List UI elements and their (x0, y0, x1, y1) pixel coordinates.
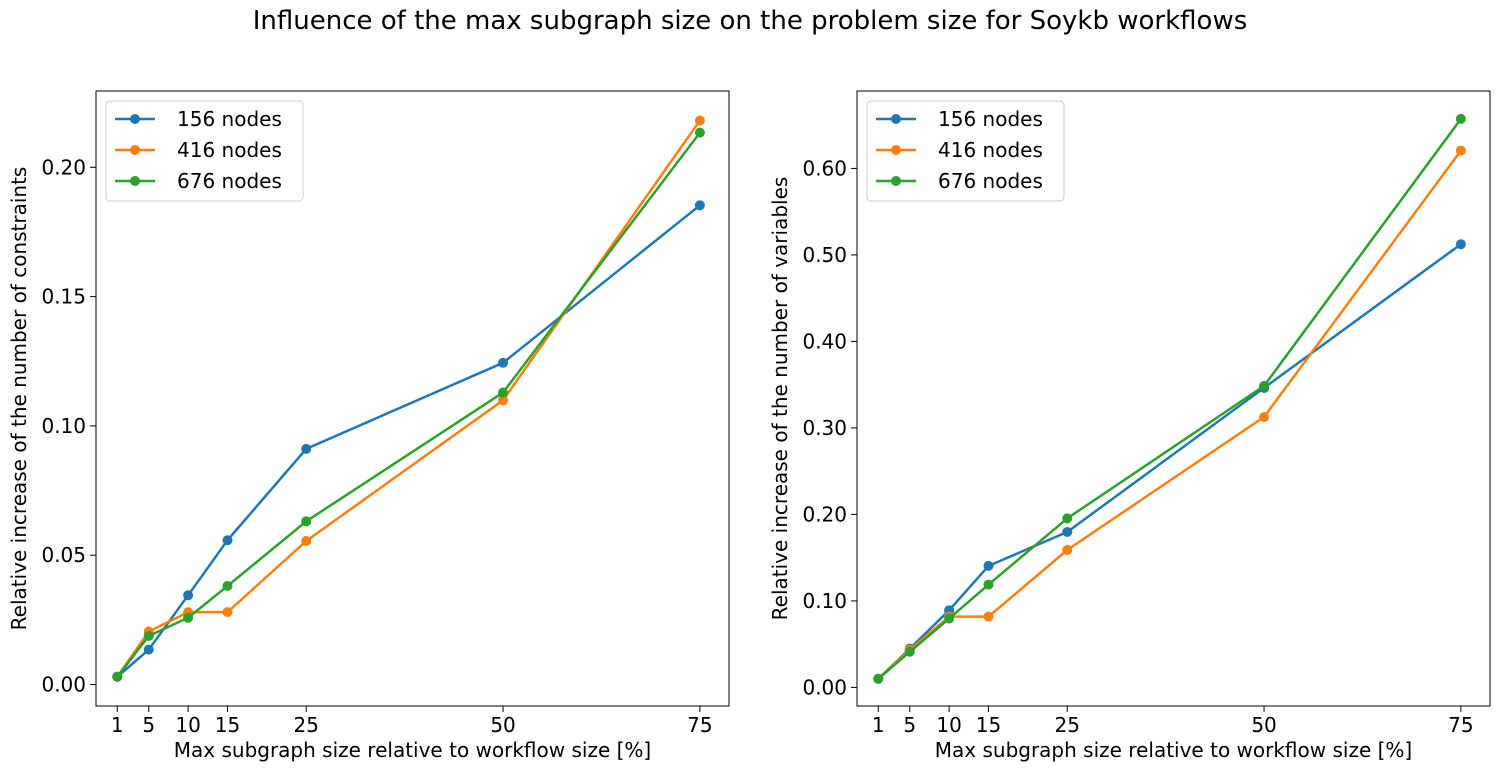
data-point (983, 560, 994, 571)
data-point (143, 630, 154, 641)
data-point (301, 443, 312, 454)
plot-frame (856, 90, 1491, 707)
x-tick-label: 25 (1054, 713, 1079, 737)
x-tick-label: 75 (1448, 713, 1473, 737)
series-line (877, 242, 1463, 681)
data-point (983, 611, 994, 622)
y-tick-label: 0.60 (802, 156, 847, 180)
data-point (694, 200, 705, 211)
x-axis-label: Max subgraph size relative to workflow s… (174, 738, 651, 762)
y-tick-label: 0.30 (802, 416, 847, 440)
x-tick-label: 10 (175, 713, 200, 737)
legend-marker (130, 114, 140, 124)
x-tick-label: 25 (293, 713, 318, 737)
data-point (183, 612, 194, 623)
legend-marker (130, 176, 140, 186)
y-tick-label: 0.10 (41, 414, 86, 438)
x-tick-label: 50 (1251, 713, 1276, 737)
data-point (1455, 145, 1466, 156)
data-point (1455, 239, 1466, 250)
data-point (222, 607, 233, 618)
data-point (222, 535, 233, 546)
legend-marker (891, 114, 901, 124)
legend-marker (130, 145, 140, 155)
data-point (112, 671, 123, 682)
legend-box (105, 100, 304, 202)
legend-label: 416 nodes (177, 138, 282, 162)
x-tick-label: 1 (872, 713, 885, 737)
data-point (1455, 113, 1466, 124)
legend-marker (891, 145, 901, 155)
data-point (222, 581, 233, 591)
data-point (983, 579, 994, 590)
legend-label: 156 nodes (177, 107, 282, 131)
legend-box (866, 100, 1065, 202)
series-line (116, 119, 702, 679)
data-point (498, 395, 509, 406)
legend-label: 416 nodes (938, 138, 1043, 162)
legend: 156 nodes 416 nodes 676 nodes (866, 100, 1065, 202)
plot-frame (95, 90, 730, 707)
data-point (143, 644, 154, 655)
data-point (301, 516, 312, 527)
x-tick-label: 75 (687, 713, 712, 737)
data-point (694, 115, 705, 126)
legend-marker (891, 176, 901, 186)
x-tick-label: 10 (936, 713, 961, 737)
y-tick-label: 0.00 (41, 673, 86, 697)
series-line (116, 204, 702, 679)
legend-label: 676 nodes (938, 169, 1043, 193)
right-panel-variables: 1 5 10 15 25 50 75 0.00 0.10 0.20 0.30 0.40 0.50 0.60… (768, 90, 1491, 762)
legend-label: 676 nodes (177, 169, 282, 193)
data-point (1062, 544, 1073, 555)
y-tick-label: 0.00 (802, 675, 847, 699)
y-tick-label: 0.40 (802, 329, 847, 353)
data-point (183, 590, 194, 601)
y-axis-label: Relative increase of the number of varia… (768, 177, 792, 621)
y-tick-label: 0.20 (41, 155, 86, 179)
y-tick-label: 0.20 (802, 502, 847, 526)
y-tick-label: 0.50 (802, 243, 847, 267)
y-axis-label: Relative increase of the number of const… (7, 167, 31, 631)
data-point (1062, 513, 1073, 524)
figure-title: Influence of the max subgraph size on th… (252, 6, 1248, 36)
data-point (944, 613, 955, 624)
series-line (877, 117, 1463, 681)
series-line (877, 149, 1463, 681)
data-point (873, 673, 884, 684)
y-tick-label: 0.15 (41, 285, 86, 309)
x-tick-label: 5 (142, 713, 155, 737)
legend: 156 nodes 416 nodes 676 nodes (105, 100, 304, 202)
data-point (498, 387, 509, 398)
y-tick-label: 0.10 (802, 589, 847, 613)
data-point (498, 357, 509, 368)
x-tick-label: 5 (903, 713, 916, 737)
data-point (694, 127, 705, 138)
x-tick-label: 50 (490, 713, 515, 737)
x-tick-label: 15 (215, 713, 240, 737)
data-point (1062, 526, 1073, 537)
y-tick-label: 0.05 (41, 543, 86, 567)
legend-label: 156 nodes (938, 107, 1043, 131)
left-panel-constraints: 1 5 10 15 25 50 75 0.00 0.05 0.10 0.15 0.20 Max subg… (7, 90, 730, 762)
x-tick-label: 15 (976, 713, 1001, 737)
data-point (1259, 412, 1270, 423)
data-point (904, 646, 915, 657)
data-point (1259, 380, 1270, 391)
x-tick-label: 1 (111, 713, 124, 737)
data-point (301, 536, 312, 546)
x-axis-label: Max subgraph size relative to workflow s… (935, 738, 1412, 762)
